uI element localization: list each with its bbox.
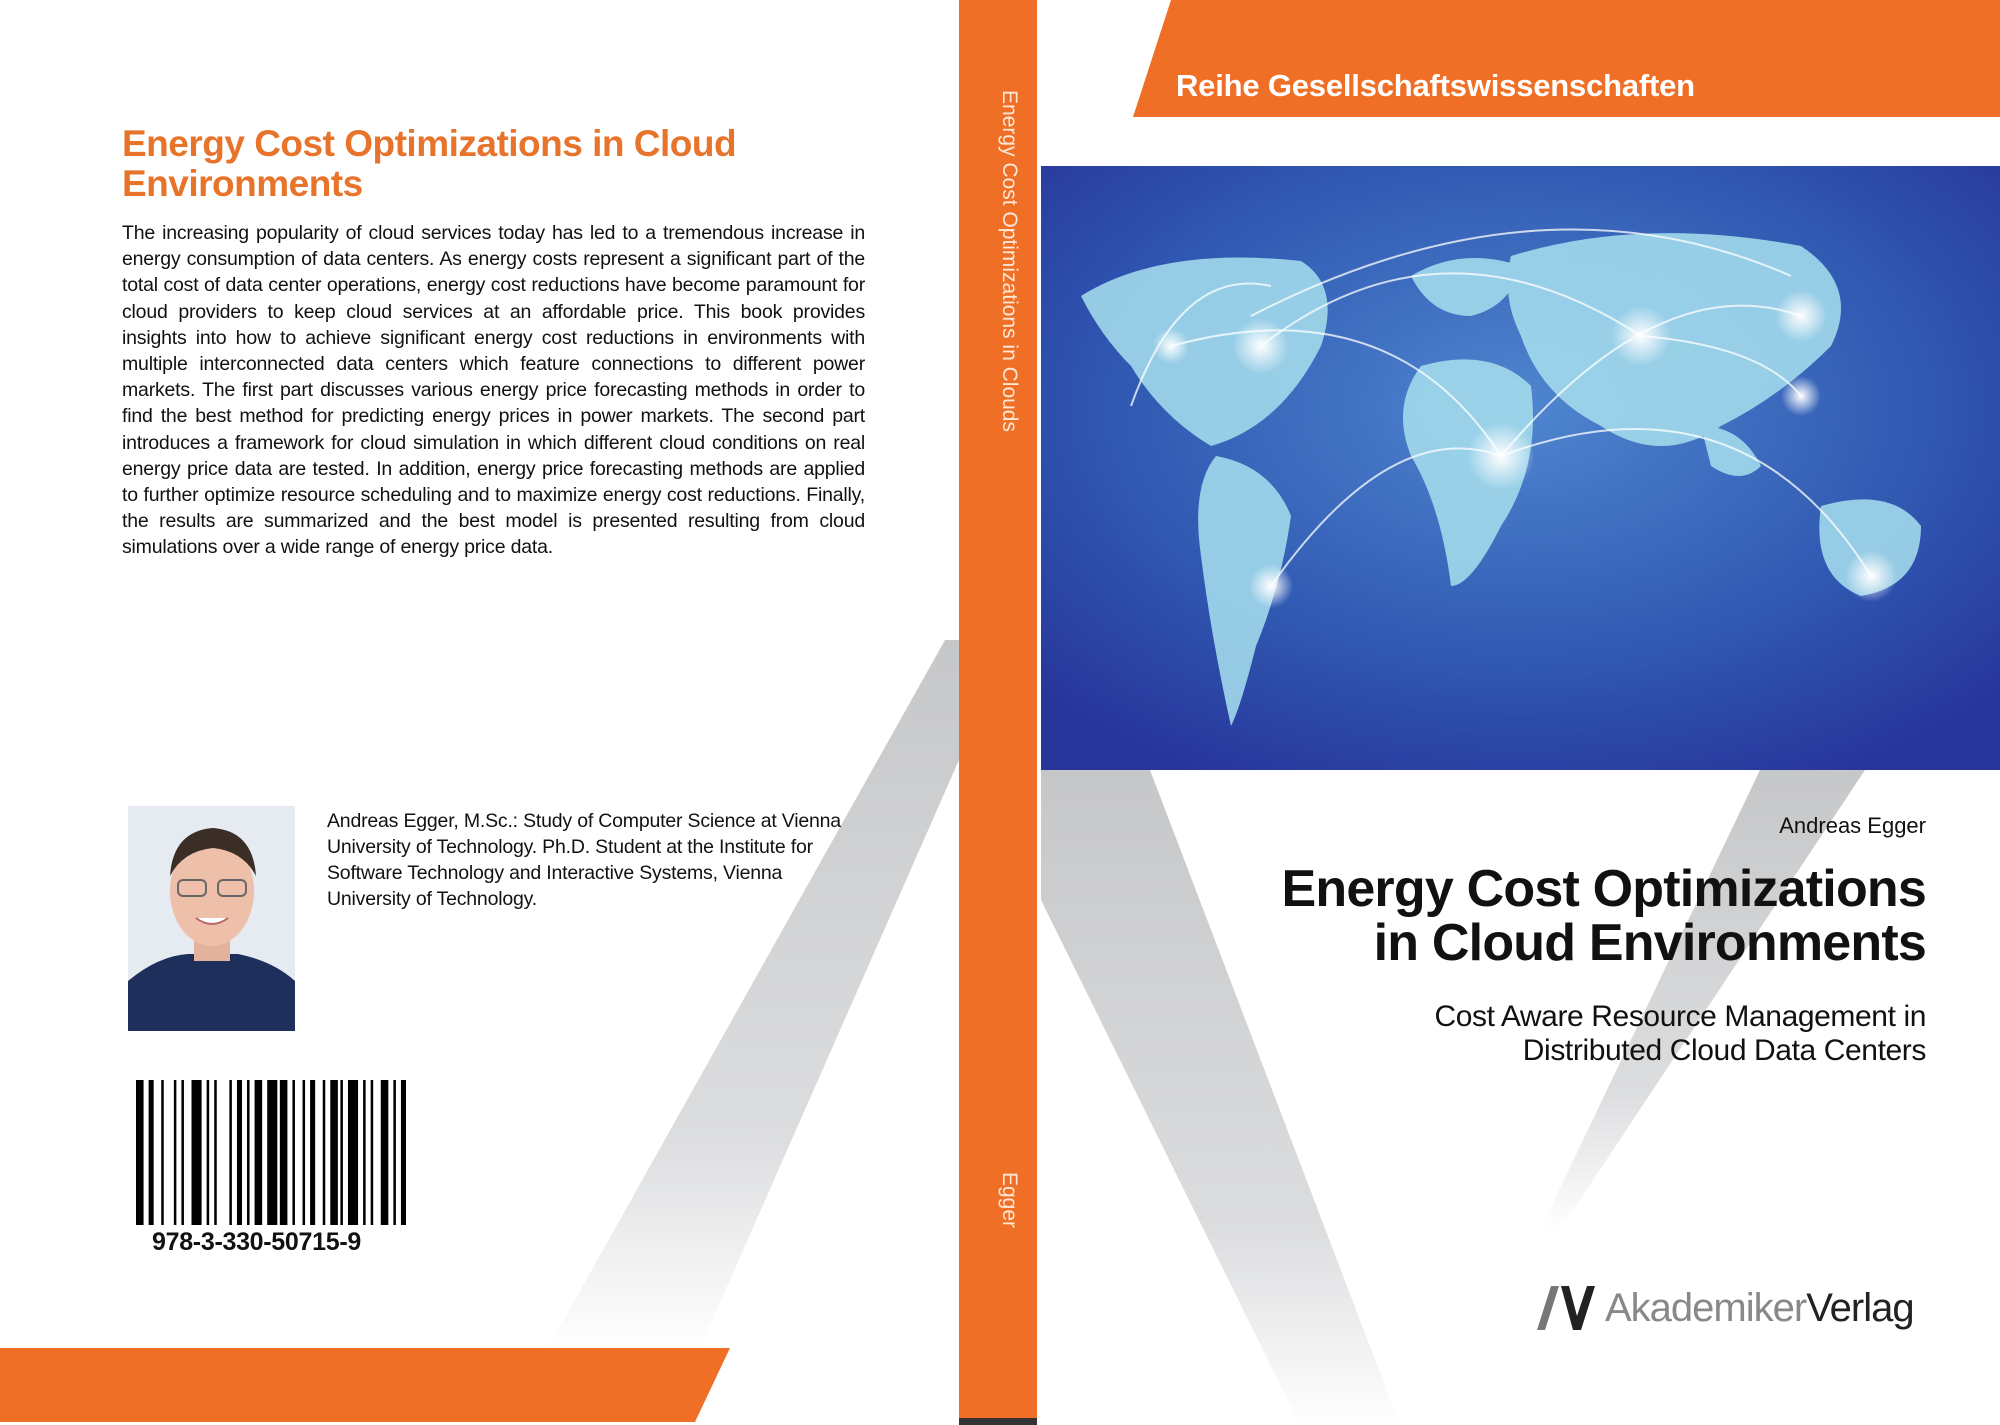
barcode-bar bbox=[279, 1080, 288, 1225]
barcode-bar bbox=[229, 1080, 232, 1225]
front-title: Energy Cost Optimizations in Cloud Envir… bbox=[1281, 862, 1926, 970]
spine-author: Egger bbox=[998, 1172, 1021, 1229]
logo-text-verlag: Verlag bbox=[1806, 1285, 1914, 1330]
front-subtitle-line1: Cost Aware Resource Management in bbox=[1434, 1000, 1926, 1033]
spine-bottom-edge bbox=[959, 1418, 1037, 1425]
spine-title: Energy Cost Optimizations in Clouds bbox=[998, 90, 1021, 432]
barcode-bar bbox=[302, 1080, 306, 1225]
barcode-bar bbox=[206, 1080, 210, 1225]
isbn-barcode bbox=[136, 1080, 406, 1225]
barcode-bar bbox=[292, 1080, 295, 1225]
barcode-bar bbox=[400, 1080, 406, 1225]
barcode-bar bbox=[380, 1080, 389, 1225]
barcode-bar bbox=[370, 1080, 374, 1225]
barcode-bar bbox=[330, 1080, 338, 1225]
barcode-bar bbox=[161, 1080, 164, 1225]
barcode-bar bbox=[393, 1080, 396, 1225]
barcode-bar bbox=[267, 1080, 278, 1225]
back-v-stroke bbox=[548, 640, 959, 1348]
front-author: Andreas Egger bbox=[1779, 813, 1926, 838]
publisher-logo: AkademikerVerlag bbox=[1537, 1280, 1915, 1336]
barcode-bar bbox=[136, 1080, 144, 1225]
av-logo-icon bbox=[1537, 1286, 1595, 1330]
isbn-number: 978-3-330-50715-9 bbox=[152, 1228, 361, 1256]
front-v-left-stroke bbox=[1041, 770, 1400, 1425]
spine: Energy Cost Optimizations in Clouds Egge… bbox=[959, 0, 1037, 1418]
author-photo bbox=[128, 806, 295, 1031]
series-banner bbox=[1133, 0, 2000, 117]
world-network-map bbox=[1041, 166, 2000, 770]
barcode-bar bbox=[322, 1080, 326, 1225]
logo-text-akademiker: Akademiker bbox=[1605, 1285, 1807, 1330]
barcode-bar bbox=[236, 1080, 242, 1225]
barcode-bar bbox=[340, 1080, 343, 1225]
barcode-bar bbox=[310, 1080, 316, 1225]
barcode-bar bbox=[191, 1080, 202, 1225]
barcode-bar bbox=[363, 1080, 366, 1225]
author-bio: Andreas Egger, M.Sc.: Study of Computer … bbox=[327, 810, 841, 910]
front-title-line2: in Cloud Environments bbox=[1373, 914, 1927, 972]
front-subtitle: Cost Aware Resource Management in Distri… bbox=[1434, 1000, 1926, 1068]
barcode-bar bbox=[247, 1080, 250, 1225]
back-bottom-orange-bar bbox=[0, 1348, 730, 1422]
front-title-line1: Energy Cost Optimizations bbox=[1281, 860, 1926, 918]
front-subtitle-line2: Distributed Cloud Data Centers bbox=[1522, 1034, 1927, 1067]
barcode-bar bbox=[148, 1080, 154, 1225]
barcode-bar bbox=[181, 1080, 184, 1225]
front-v-right-stroke bbox=[1540, 770, 1865, 1230]
back-cover-description: The increasing popularity of cloud servi… bbox=[122, 222, 865, 559]
barcode-bar bbox=[347, 1080, 359, 1225]
series-title: Reihe Gesellschaftswissenschaften bbox=[1176, 68, 1695, 103]
barcode-bar bbox=[254, 1080, 263, 1225]
back-cover-title: Energy Cost Optimizations in Cloud Envir… bbox=[122, 123, 737, 204]
barcode-bar bbox=[173, 1080, 177, 1225]
barcode-bar bbox=[214, 1080, 217, 1225]
